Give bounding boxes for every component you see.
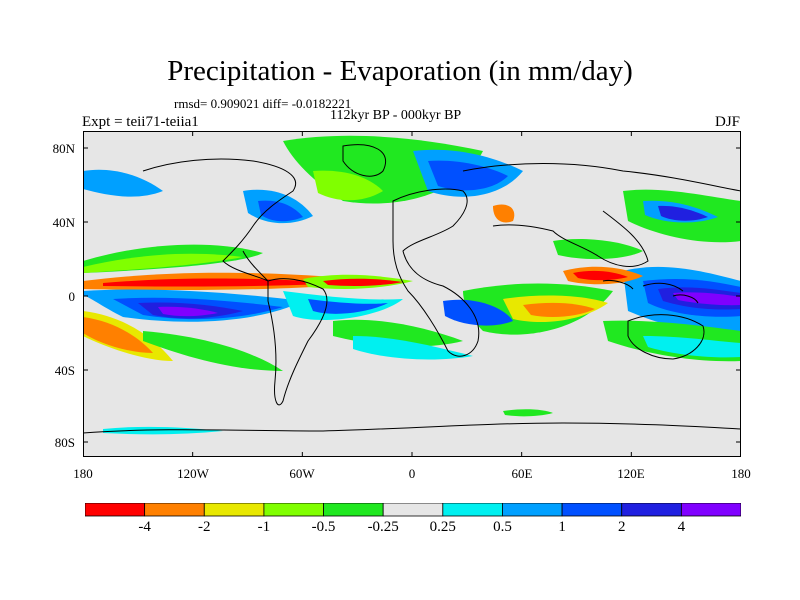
- lat-label-0: 0: [68, 289, 76, 304]
- field-band: [258, 200, 303, 222]
- field-band: [643, 336, 741, 358]
- colorbar-label: -4: [138, 519, 151, 535]
- field-band: [158, 306, 218, 317]
- lat-label-40s: 40S: [54, 363, 75, 378]
- field-band: [523, 302, 595, 317]
- colorbar-label: -1: [257, 519, 271, 535]
- coastline-south-america: [267, 278, 328, 406]
- field-band: [428, 160, 508, 191]
- coastline-europe-africa: [392, 188, 480, 357]
- coastline-indonesia: [602, 280, 699, 304]
- colorbar-label: 2: [617, 519, 626, 535]
- colorbar-box: [144, 503, 205, 517]
- lat-label-80s: 80S: [54, 435, 75, 450]
- period-line: 112kyr BP - 000kyr BP: [330, 108, 462, 123]
- colorbar-box: [442, 503, 503, 517]
- field-band: [353, 336, 473, 360]
- field-band: [83, 317, 153, 353]
- lon-label-120e: 120E: [617, 466, 645, 481]
- colorbar-box: [382, 503, 444, 517]
- field-band: [673, 292, 741, 306]
- colorbar: [85, 503, 741, 517]
- field-band: [103, 278, 343, 287]
- axis-ticks: [83, 131, 741, 457]
- colorbar-label: -2: [198, 519, 211, 535]
- coastline-antarctica: [83, 422, 741, 434]
- colorbar-label: 1: [558, 519, 566, 535]
- colorbar-box: [680, 503, 741, 517]
- colorbar-box: [203, 503, 265, 517]
- lon-label-180e: 180: [731, 466, 751, 481]
- colorbar-box: [502, 503, 563, 517]
- season-label: DJF: [714, 114, 740, 130]
- coastlines: [83, 144, 741, 434]
- field-band: [503, 409, 553, 417]
- chart-title: Precipitation - Evaporation (in mm/day): [167, 55, 633, 87]
- lon-label-60e: 60E: [511, 466, 533, 481]
- field-band: [308, 299, 388, 314]
- colorbar-box: [263, 503, 324, 517]
- coastline-greenland: [342, 144, 386, 177]
- lat-label-80n: 80N: [52, 141, 75, 156]
- colorbar-box: [561, 503, 623, 517]
- anomaly-fields: [83, 135, 741, 435]
- colorbar-label: 4: [677, 519, 686, 535]
- colorbar-label: 0.25: [429, 519, 456, 535]
- field-band: [83, 253, 243, 273]
- lon-label-60w: 60W: [289, 466, 315, 481]
- field-band: [313, 170, 383, 201]
- coastline-asia: [462, 163, 741, 267]
- colorbar-label: -0.25: [367, 519, 399, 535]
- experiment-line: Expt = teii71-teiia1: [82, 114, 199, 130]
- lon-label-120w: 120W: [177, 466, 209, 481]
- field-band: [493, 204, 515, 223]
- field-band: [573, 270, 628, 281]
- field-band: [323, 278, 403, 286]
- colorbar-label: -0.5: [311, 519, 336, 535]
- colorbar-box: [323, 503, 384, 517]
- lat-label-40n: 40N: [52, 215, 75, 230]
- colorbar-label: 0.5: [493, 519, 512, 535]
- stats-line: rmsd= 0.909021 diff= -0.0182221: [174, 96, 352, 111]
- map-panel: [83, 131, 741, 457]
- lon-label-0: 0: [408, 466, 416, 481]
- field-band: [83, 169, 163, 197]
- colorbar-box: [85, 503, 146, 517]
- lon-label-180w: 180: [73, 466, 93, 481]
- field-band: [443, 299, 513, 326]
- colorbar-box: [621, 503, 682, 517]
- field-band: [143, 331, 283, 371]
- field-band: [103, 426, 223, 435]
- coastline-australia: [627, 314, 705, 360]
- field-band: [658, 205, 708, 221]
